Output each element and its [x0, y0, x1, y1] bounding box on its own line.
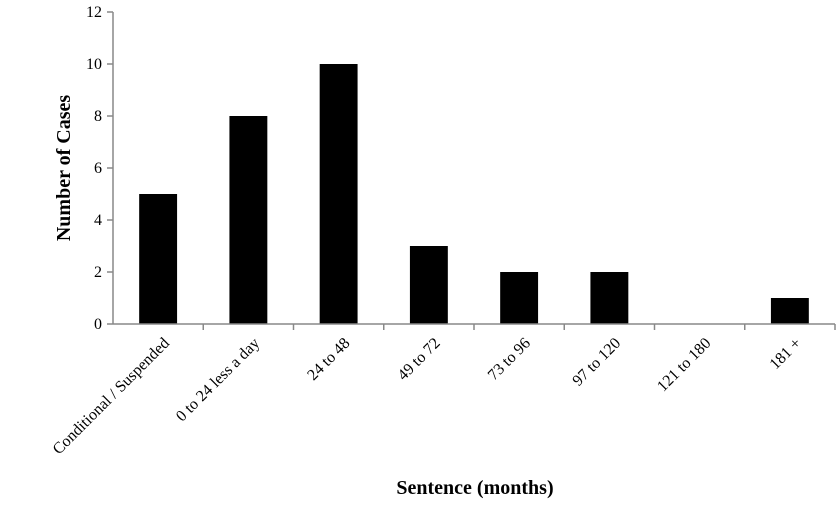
- bar: [590, 272, 629, 324]
- x-tick-label: 73 to 96: [485, 335, 534, 384]
- x-tick-label: 0 to 24 less a day: [173, 335, 263, 425]
- y-ticks-group: 0 2 4 6 8 10 12: [86, 4, 113, 333]
- x-tick-label: 49 to 72: [395, 335, 444, 384]
- x-ticks-group: Conditional / Suspended 0 to 24 less a da…: [50, 324, 836, 458]
- bar: [139, 194, 178, 324]
- y-tick-label: 2: [94, 264, 102, 281]
- bars-group: [139, 64, 809, 324]
- y-tick-label: 0: [94, 316, 102, 333]
- bar: [319, 64, 358, 324]
- x-tick-label: 24 to 48: [304, 335, 353, 384]
- bar: [500, 272, 539, 324]
- bar: [409, 246, 448, 324]
- x-axis-title: Sentence (months): [396, 477, 553, 499]
- y-tick-label: 8: [94, 108, 102, 125]
- y-tick-label: 4: [94, 212, 102, 229]
- y-tick-label: 12: [86, 4, 102, 21]
- x-tick-label: Conditional / Suspended: [50, 335, 173, 458]
- x-tick-label: 181 +: [766, 335, 804, 373]
- bar: [770, 298, 809, 324]
- x-tick-label: 97 to 120: [569, 335, 624, 390]
- bar: [229, 116, 268, 324]
- y-axis-title: Number of Cases: [53, 95, 75, 242]
- y-tick-label: 6: [94, 160, 102, 177]
- x-tick-label: 121 to 180: [654, 335, 714, 395]
- y-tick-label: 10: [86, 56, 102, 73]
- axes-group: [112, 12, 835, 325]
